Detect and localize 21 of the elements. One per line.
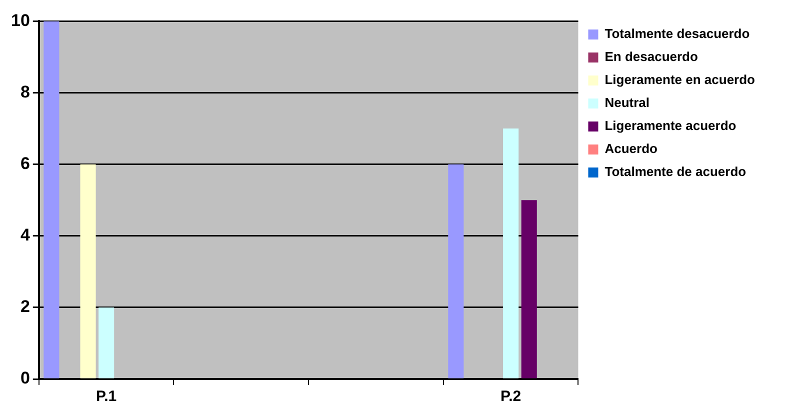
bar bbox=[44, 21, 60, 378]
legend-label: Ligeramente en acuerdo bbox=[604, 72, 756, 88]
bar bbox=[80, 164, 96, 378]
y-tick-label: 8 bbox=[20, 82, 30, 102]
y-tick-label: 2 bbox=[20, 297, 30, 316]
y-tick-label: 6 bbox=[20, 154, 30, 174]
x-tick-label: P.1 bbox=[96, 388, 117, 406]
legend-label: Totalmente de acuerdo bbox=[604, 164, 746, 180]
legend-label: Ligeramente acuerdo bbox=[604, 118, 736, 134]
bar bbox=[98, 307, 114, 378]
y-tick-label: 4 bbox=[20, 226, 30, 245]
bar bbox=[448, 164, 464, 378]
y-tick-label: 10 bbox=[10, 10, 30, 30]
legend-label: Totalmente desacuerdo bbox=[604, 26, 750, 42]
legend-label: Acuerdo bbox=[604, 141, 658, 156]
x-tick-label: P.2 bbox=[500, 388, 522, 406]
legend-label: Neutral bbox=[604, 95, 650, 110]
bar bbox=[503, 128, 519, 378]
y-tick-label: 0 bbox=[20, 368, 30, 388]
legend-label: En desacuerdo bbox=[604, 49, 698, 64]
bar bbox=[521, 200, 537, 378]
